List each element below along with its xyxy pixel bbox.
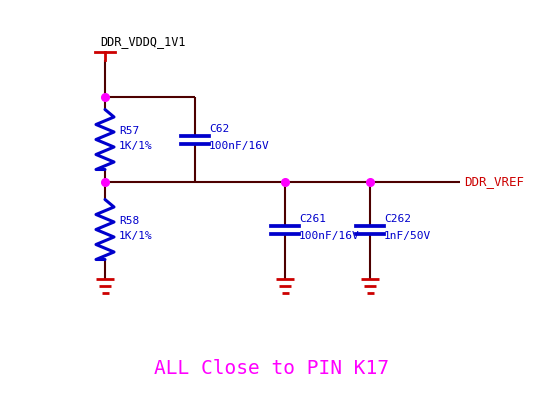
Text: R58: R58 <box>119 215 139 225</box>
Text: C262: C262 <box>384 214 411 225</box>
Text: ALL Close to PIN K17: ALL Close to PIN K17 <box>154 359 388 379</box>
Text: DDR_VREF: DDR_VREF <box>464 175 524 188</box>
Text: 100nF/16V: 100nF/16V <box>299 230 360 241</box>
Text: C62: C62 <box>209 125 229 134</box>
Text: 1K/1%: 1K/1% <box>119 232 153 241</box>
Text: 100nF/16V: 100nF/16V <box>209 140 270 151</box>
Text: 1nF/50V: 1nF/50V <box>384 230 431 241</box>
Text: R57: R57 <box>119 125 139 136</box>
Text: DDR_VDDQ_1V1: DDR_VDDQ_1V1 <box>100 35 186 48</box>
Text: C261: C261 <box>299 214 326 225</box>
Text: 1K/1%: 1K/1% <box>119 142 153 151</box>
